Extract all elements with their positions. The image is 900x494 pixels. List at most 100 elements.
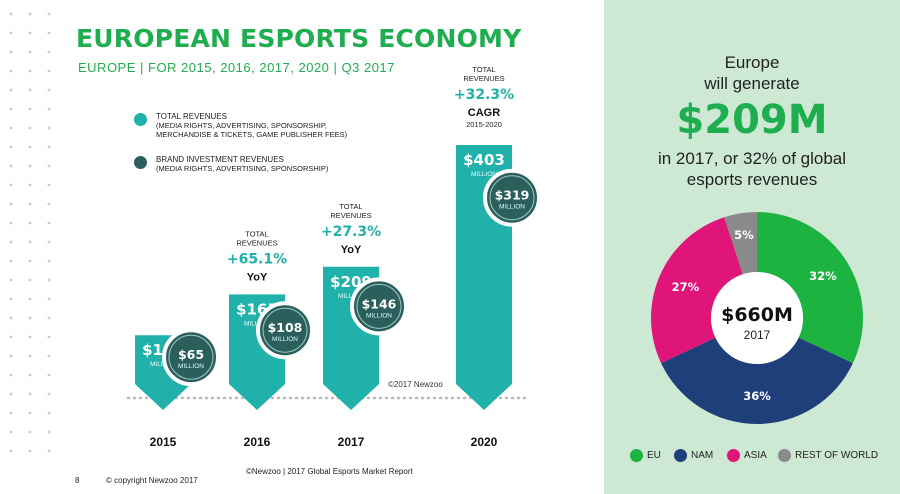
growth-pct-2016: +65.1%	[227, 251, 287, 267]
decor-dot	[47, 164, 51, 168]
growth-pct-2017: +27.3%	[321, 224, 381, 240]
brand-circle-ring-2020	[489, 175, 535, 221]
x-tick-2017: 2017	[338, 435, 365, 449]
decor-dot	[28, 392, 32, 396]
brand-value-2015: $65	[178, 347, 204, 362]
pie-legend-eu-label: EU	[647, 450, 661, 461]
brand-unit-2016: MILLION	[272, 336, 298, 343]
decor-dot	[9, 278, 13, 282]
brand-unit-2020: MILLION	[499, 204, 525, 211]
pie-legend-nam: NAM	[674, 449, 713, 462]
decor-dot	[47, 278, 51, 282]
donut-center	[711, 272, 803, 364]
legend-total-dot	[134, 113, 147, 126]
bar-total-value-2020: $403	[463, 151, 505, 169]
decor-dot	[9, 164, 13, 168]
europe-highlight-panel: Europe will generate $209M in 2017, or 3…	[604, 0, 900, 494]
decor-dot	[47, 316, 51, 320]
decor-dot	[9, 31, 13, 35]
decor-dot	[9, 183, 13, 187]
decor-dot	[47, 202, 51, 206]
page-title: EUROPEAN ESPORTS ECONOMY	[76, 24, 522, 53]
decor-dot	[9, 316, 13, 320]
decor-dot	[47, 259, 51, 263]
pie-slice-eu	[757, 212, 863, 364]
decor-dot	[28, 50, 32, 54]
growth-tag-2017: YoY	[341, 244, 362, 256]
decor-dot	[9, 392, 13, 396]
bar-total-unit-2020: MILLION	[471, 171, 497, 178]
decor-dot	[47, 107, 51, 111]
growth-sub-2020: 2015-2020	[466, 120, 502, 129]
decor-dot	[47, 335, 51, 339]
pie-slice-asia	[651, 217, 743, 364]
brand-circle-2017	[350, 277, 408, 336]
brand-unit-2015: MILLION	[178, 363, 204, 370]
footer-copyright: © copyright Newzoo 2017	[106, 476, 198, 485]
decor-dot	[28, 354, 32, 358]
decor-dot	[47, 69, 51, 73]
decor-dot	[9, 430, 13, 434]
legend-brand-revenues: BRAND INVESTMENT REVENUES (MEDIA RIGHTS,…	[134, 155, 328, 173]
revenue-bar-chart: $100MILLION$65MILLION2015$165MILLION$108…	[126, 65, 541, 449]
decor-dot	[28, 145, 32, 149]
decor-dot	[28, 164, 32, 168]
pie-legend-nam-label: NAM	[691, 450, 714, 461]
pie-legend-rest-label: REST OF WORLD	[795, 450, 879, 461]
decor-dot	[47, 354, 51, 358]
decor-dot	[47, 449, 51, 453]
brand-value-2017: $146	[362, 296, 397, 311]
decor-dot	[9, 107, 13, 111]
decor-dot	[9, 411, 13, 415]
decor-dot	[28, 69, 32, 73]
decor-dot	[47, 430, 51, 434]
growth-tag-2020: CAGR	[468, 107, 500, 119]
decor-dot	[9, 221, 13, 225]
decor-dot	[28, 278, 32, 282]
growth-label-line2-2016: REVENUES	[236, 238, 277, 247]
legend-total-detail-1: (MEDIA RIGHTS, ADVERTISING, SPONSORSHIP,	[156, 121, 328, 130]
pie-legend-asia-label: ASIA	[744, 450, 767, 461]
decor-dot	[9, 145, 13, 149]
decor-dot	[47, 297, 51, 301]
decor-dot	[28, 31, 32, 35]
pie-label-eu: 32%	[809, 269, 837, 283]
decor-dot	[9, 240, 13, 244]
growth-pct-2020: +32.3%	[454, 87, 514, 103]
decor-dot	[9, 297, 13, 301]
growth-label-line2-2017: REVENUES	[330, 211, 371, 220]
x-tick-2015: 2015	[150, 435, 177, 449]
brand-circle-2020	[483, 168, 541, 227]
decor-dot	[28, 12, 32, 16]
pie-label-asia: 27%	[672, 280, 700, 294]
decor-dot	[28, 411, 32, 415]
brand-value-2020: $319	[495, 188, 530, 203]
decor-dot	[28, 221, 32, 225]
decor-dot	[47, 183, 51, 187]
pie-legend-eu: EU	[630, 449, 661, 462]
decor-dot	[28, 316, 32, 320]
page-number: 8	[75, 476, 80, 485]
pie-label-nam: 36%	[743, 389, 771, 403]
pie-slice-rest-of-world	[724, 212, 757, 275]
decor-dot	[28, 183, 32, 187]
decor-dot	[9, 202, 13, 206]
decor-dot	[28, 88, 32, 92]
legend-total-revenues: TOTAL REVENUES (MEDIA RIGHTS, ADVERTISIN…	[134, 112, 347, 139]
decor-dot	[9, 354, 13, 358]
pie-legend-rest-dot	[778, 449, 791, 462]
pie-legend-nam-dot	[674, 449, 687, 462]
panel-big-figure: $209M	[676, 97, 828, 143]
donut-center-year: 2017	[744, 328, 771, 342]
decor-dot	[28, 297, 32, 301]
x-tick-2016: 2016	[244, 435, 271, 449]
legend-brand-detail-1: (MEDIA RIGHTS, ADVERTISING, SPONSORSHIP)	[156, 164, 329, 173]
pie-legend-rest: REST OF WORLD	[778, 449, 878, 462]
decor-dot	[28, 240, 32, 244]
decor-dot	[28, 202, 32, 206]
decor-dot	[47, 392, 51, 396]
global-revenue-donut-chart: 32% 36% 27% 5% $660M 2017	[651, 212, 863, 424]
legend-total-title: TOTAL REVENUES	[156, 112, 227, 121]
pie-legend-eu-dot	[630, 449, 643, 462]
panel-line-esports: esports revenues	[686, 170, 818, 189]
